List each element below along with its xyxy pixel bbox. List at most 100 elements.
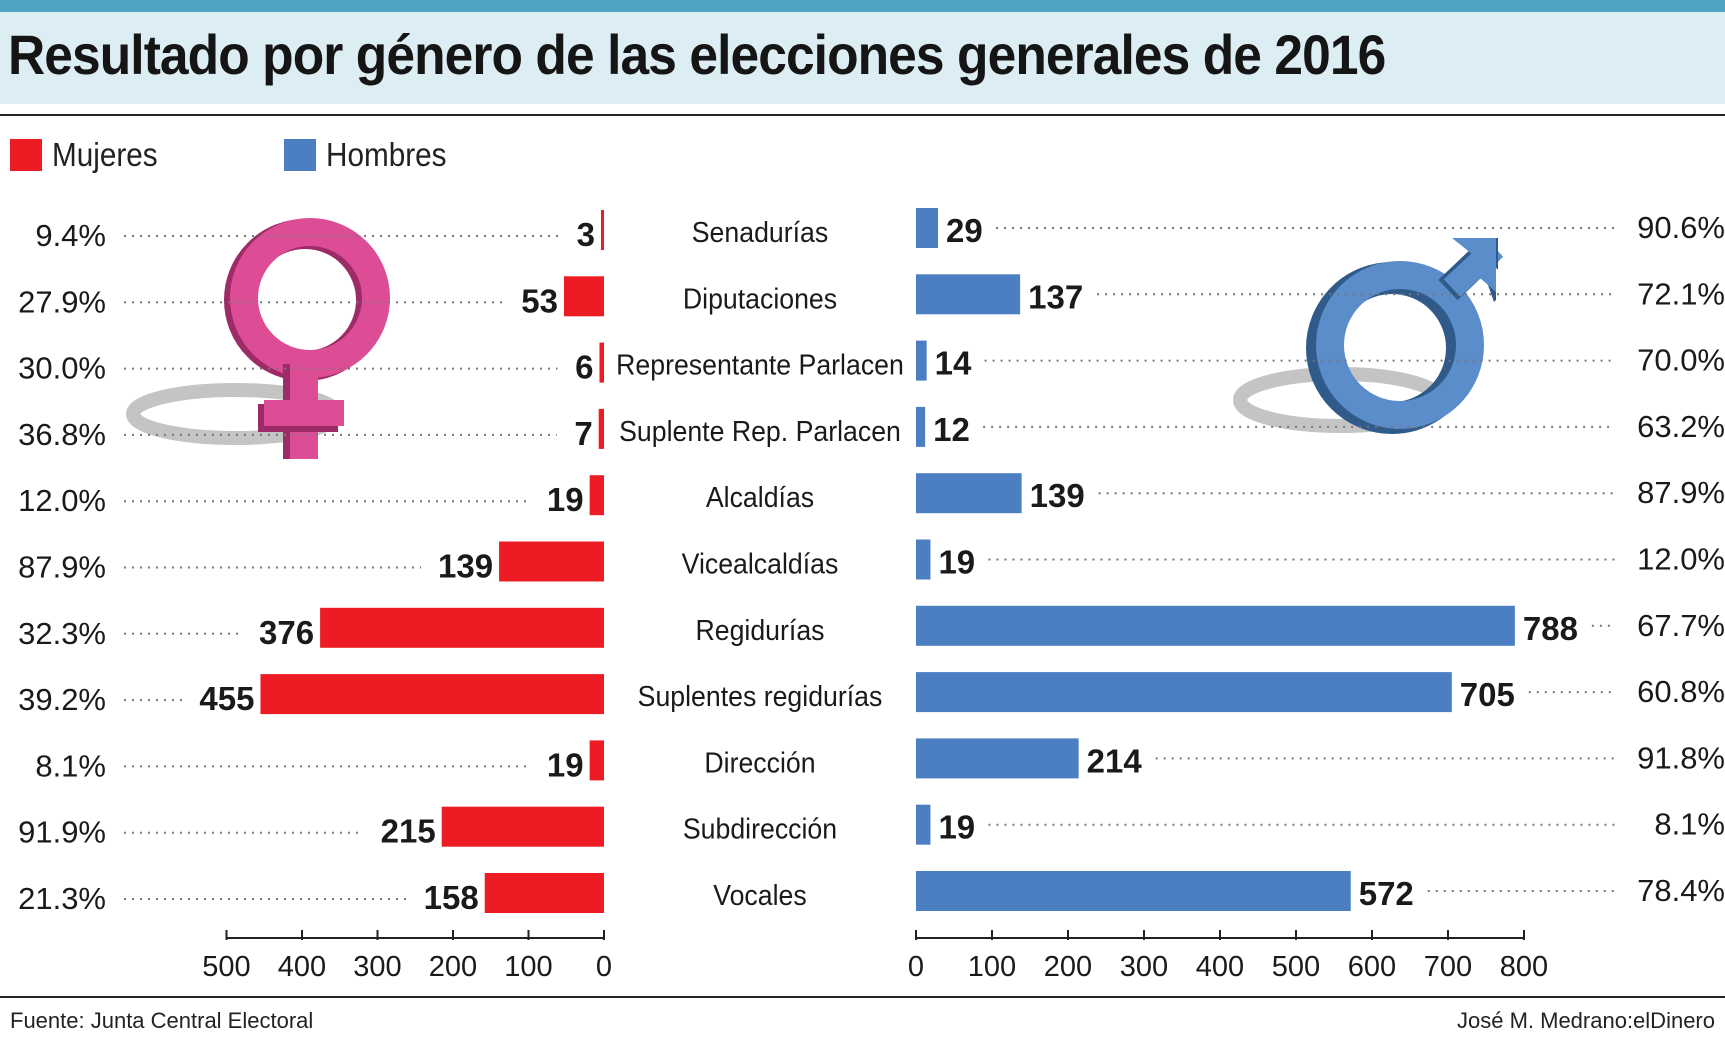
title-band	[0, 12, 1725, 104]
legend-item-mujeres: Mujeres	[10, 136, 169, 174]
category-label: Diputaciones	[683, 282, 837, 314]
bar-hombres	[916, 804, 931, 845]
category-label: Alcaldías	[706, 481, 814, 513]
bar-mujeres	[499, 541, 604, 582]
percent-label-mujeres: 36.8%	[18, 417, 106, 452]
x-tick-label-hombres: 600	[1348, 951, 1396, 983]
credit-note: José M. Medrano:elDinero	[1456, 1008, 1715, 1033]
value-label-hombres: 788	[1523, 610, 1578, 647]
percent-label-hombres: 67.7%	[1637, 608, 1725, 643]
x-tick-label-hombres: 200	[1044, 951, 1092, 983]
category-label: Subdirección	[683, 813, 837, 845]
percent-label-mujeres: 27.9%	[18, 284, 106, 319]
category-label: Suplentes regidurías	[638, 680, 883, 712]
chart-title: Resultado por género de las elecciones g…	[8, 23, 1386, 86]
category-label: Suplente Rep. Parlacen	[619, 415, 901, 447]
percent-label-hombres: 70.0%	[1637, 343, 1725, 378]
legend-item-hombres: Hombres	[284, 136, 460, 174]
percent-label-mujeres: 8.1%	[35, 748, 106, 783]
bar-mujeres	[441, 806, 604, 847]
value-label-hombres: 19	[938, 544, 975, 581]
bar-mujeres	[260, 674, 604, 715]
value-label-hombres: 214	[1087, 742, 1143, 779]
x-tick-label-hombres: 500	[1272, 951, 1320, 983]
category-label: Dirección	[704, 746, 815, 778]
x-tick-label-hombres: 100	[968, 951, 1016, 983]
source-note: Fuente: Junta Central Electoral	[10, 1008, 314, 1033]
x-tick-label-mujeres: 300	[353, 951, 401, 983]
value-label-hombres: 19	[938, 809, 975, 846]
top-accent-stripe	[0, 0, 1725, 12]
bar-mujeres	[599, 342, 604, 383]
value-label-mujeres: 53	[521, 282, 558, 319]
x-tick-label-mujeres: 400	[278, 951, 326, 983]
percent-label-hombres: 91.8%	[1637, 740, 1725, 775]
value-label-hombres: 137	[1028, 278, 1083, 315]
value-label-mujeres: 376	[259, 614, 314, 651]
bar-mujeres	[484, 873, 604, 913]
value-label-mujeres: 19	[547, 746, 584, 783]
header-divider	[0, 114, 1725, 116]
bar-hombres	[916, 208, 939, 248]
value-label-mujeres: 215	[381, 813, 436, 850]
category-label: Vicealcaldías	[682, 547, 839, 579]
bar-hombres	[916, 672, 1452, 713]
percent-label-hombres: 72.1%	[1637, 276, 1725, 311]
x-tick-label-hombres: 400	[1196, 951, 1244, 983]
x-tick-label-mujeres: 200	[429, 951, 477, 983]
bar-hombres	[916, 274, 1021, 315]
percent-label-mujeres: 91.9%	[18, 815, 106, 850]
percent-label-mujeres: 32.3%	[18, 616, 106, 651]
percent-label-hombres: 8.1%	[1654, 807, 1725, 842]
x-tick-label-mujeres: 100	[504, 951, 552, 983]
value-label-mujeres: 158	[424, 879, 479, 916]
category-label: Senadurías	[692, 216, 828, 248]
x-tick-label-hombres: 300	[1120, 951, 1168, 983]
category-label: Regidurías	[695, 614, 824, 646]
category-label: Vocales	[713, 879, 806, 911]
x-tick-label-mujeres: 500	[202, 951, 250, 983]
value-label-mujeres: 6	[575, 349, 593, 386]
percent-label-hombres: 87.9%	[1637, 475, 1725, 510]
bar-mujeres	[320, 607, 604, 648]
bar-hombres	[916, 738, 1079, 779]
value-label-hombres: 29	[946, 212, 983, 249]
value-label-mujeres: 19	[547, 481, 584, 518]
value-label-mujeres: 7	[574, 415, 592, 452]
percent-label-mujeres: 87.9%	[18, 550, 106, 585]
female-symbol-icon	[126, 218, 390, 459]
bar-hombres	[916, 406, 926, 447]
percent-label-mujeres: 12.0%	[18, 483, 106, 518]
x-tick-label-hombres: 800	[1500, 951, 1548, 983]
bar-hombres	[916, 871, 1351, 911]
percent-label-mujeres: 9.4%	[35, 218, 106, 253]
legend-swatch-mujeres	[10, 139, 42, 171]
x-tick-label-hombres: 700	[1424, 951, 1472, 983]
percent-label-mujeres: 39.2%	[18, 682, 106, 717]
percent-label-hombres: 12.0%	[1637, 542, 1725, 577]
value-label-hombres: 705	[1460, 676, 1515, 713]
value-label-hombres: 572	[1359, 875, 1414, 912]
bar-hombres	[916, 605, 1515, 646]
value-label-mujeres: 3	[577, 216, 595, 253]
percent-label-mujeres: 30.0%	[18, 351, 106, 386]
bar-hombres	[916, 473, 1022, 514]
butterfly-bar-chart: 9.4% 3 Senadurías 29 90.6% 27.9% 53 Diputacione…	[18, 208, 1725, 983]
bar-mujeres	[589, 740, 604, 781]
value-label-mujeres: 455	[199, 680, 254, 717]
value-label-hombres: 139	[1030, 477, 1085, 514]
bar-mujeres	[563, 276, 604, 317]
percent-label-hombres: 63.2%	[1637, 409, 1725, 444]
bar-hombres	[916, 539, 931, 580]
x-tick-label-hombres: 0	[908, 951, 924, 983]
x-tick-label-mujeres: 0	[596, 951, 612, 983]
male-symbol-icon	[1233, 238, 1504, 434]
legend-label-mujeres: Mujeres	[52, 136, 158, 173]
value-label-hombres: 12	[933, 411, 970, 448]
bar-hombres	[916, 340, 927, 381]
footer-divider	[0, 996, 1725, 998]
value-label-mujeres: 139	[438, 548, 493, 585]
percent-label-hombres: 78.4%	[1637, 873, 1725, 908]
bar-mujeres	[598, 408, 604, 449]
category-label: Representante Parlacen	[616, 349, 904, 381]
